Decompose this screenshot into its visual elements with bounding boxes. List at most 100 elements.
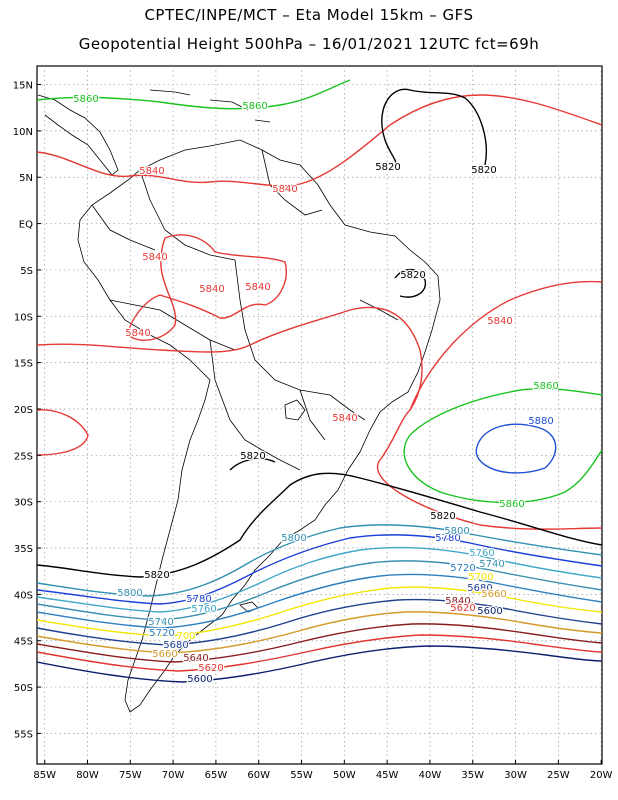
- contour-label: 5720: [450, 563, 475, 574]
- lat-tick-label: 15N: [13, 81, 33, 92]
- contour-label: 5840: [245, 282, 270, 293]
- lat-tick-label: 5N: [19, 173, 33, 184]
- lon-tick-label: 35W: [461, 770, 484, 781]
- contour-label: 5680: [163, 640, 188, 651]
- contour-label: 5740: [148, 617, 173, 628]
- contour-label: 5680: [467, 583, 492, 594]
- contour-label: 5840: [139, 166, 164, 177]
- contour-label: 5820: [240, 451, 265, 462]
- lon-tick-label: 30W: [504, 770, 527, 781]
- contour-label: 5660: [481, 589, 506, 600]
- lon-tick-label: 25W: [547, 770, 570, 781]
- contour-label: 5800: [444, 526, 469, 537]
- lat-tick-label: 20S: [14, 405, 33, 416]
- contour-line: [37, 524, 602, 597]
- contour-line: [37, 534, 602, 605]
- lat-lon-grid: [37, 66, 602, 764]
- contour-line: [403, 387, 602, 504]
- lon-tick-label: 20W: [590, 770, 613, 781]
- contour-line: [37, 79, 351, 110]
- contour-label: 5820: [400, 270, 425, 281]
- contour-label: 5660: [152, 649, 177, 660]
- contour-label: 5800: [281, 533, 306, 544]
- contour-label: 5840: [199, 284, 224, 295]
- contour-line: [37, 306, 602, 530]
- contour-label: 5860: [242, 101, 267, 112]
- lat-tick-label: 55S: [14, 729, 33, 740]
- contour-line: [37, 573, 602, 629]
- contour-label: 5800: [117, 588, 142, 599]
- contour-line: [127, 234, 287, 341]
- figure-title: CPTEC/INPE/MCT – Eta Model 15km – GFS: [144, 6, 474, 24]
- contour-label: 5780: [435, 533, 460, 544]
- contour-label: 5840: [487, 316, 512, 327]
- contour-line: [229, 458, 276, 471]
- contour-line: [409, 280, 602, 411]
- lat-tick-label: 15S: [14, 359, 33, 370]
- lon-tick-label: 65W: [205, 770, 228, 781]
- contour-label: 5880: [528, 416, 553, 427]
- lon-tick-label: 85W: [33, 770, 56, 781]
- contour-line: [37, 598, 602, 646]
- contour-label: 5820: [144, 570, 169, 581]
- contour-label: 5720: [149, 628, 174, 639]
- contour-label: 5840: [125, 328, 150, 339]
- lat-tick-label: 50S: [14, 683, 33, 694]
- contour-label: 5820: [430, 511, 455, 522]
- contour-label: 5820: [471, 165, 496, 176]
- lat-tick-label: 35S: [14, 544, 33, 555]
- lon-tick-label: 80W: [76, 770, 99, 781]
- coastline-borders: [37, 89, 441, 713]
- height-contours: [37, 79, 602, 683]
- contour-label: 5860: [73, 94, 98, 105]
- contour-label: 5640: [183, 653, 208, 664]
- contour-label: 700: [176, 631, 195, 642]
- contour-line: [37, 586, 602, 637]
- lon-tick-label: 60W: [247, 770, 270, 781]
- lon-tick-label: 70W: [162, 770, 185, 781]
- contour-label: 5760: [191, 604, 216, 615]
- contour-line: [37, 645, 602, 683]
- lon-tick-label: 55W: [290, 770, 313, 781]
- lat-tick-label: EQ: [19, 220, 33, 231]
- contour-line: [475, 423, 557, 474]
- contour-label: 5700: [468, 572, 493, 583]
- contour-label: 5840: [142, 252, 167, 263]
- contour-line: [37, 94, 602, 187]
- contour-line: [37, 546, 602, 613]
- lat-tick-label: 30S: [14, 498, 33, 509]
- contour-label: 5600: [187, 674, 212, 685]
- contour-line: [381, 88, 487, 171]
- contour-label: 5620: [198, 663, 223, 674]
- lat-tick-label: 40S: [14, 590, 33, 601]
- contour-label: 5840: [332, 413, 357, 424]
- contour-label: 5860: [533, 381, 558, 392]
- contour-label: 5840: [272, 184, 297, 195]
- contour-label: 5860: [499, 499, 524, 510]
- contour-labels: 5860 5860 5840 5840 5820 5820 5840 5840 5840 5840…: [72, 93, 560, 687]
- lat-tick-label: 45S: [14, 637, 33, 648]
- contour-label: 5620: [450, 603, 475, 614]
- lon-tick-label: 50W: [333, 770, 356, 781]
- lon-tick-label: 40W: [419, 770, 442, 781]
- lon-tick-label: 75W: [119, 770, 142, 781]
- contour-line: [37, 634, 602, 672]
- lat-tick-label: 5S: [20, 266, 33, 277]
- contour-line: [37, 472, 602, 578]
- axis-ticks: 15N 10N 5N EQ 5S 10S 15S 20S 25S 30S 35S 40S 45S 50S 5…: [13, 81, 613, 781]
- lat-tick-label: 10N: [13, 127, 33, 138]
- contour-label: 5840: [332, 413, 357, 424]
- contour-label: 5600: [477, 606, 502, 617]
- figure-subtitle: Geopotential Height 500hPa – 16/01/2021 …: [78, 35, 540, 53]
- contour-line: [37, 611, 602, 654]
- lat-tick-label: 10S: [14, 312, 33, 323]
- contour-label: 5740: [479, 559, 504, 570]
- map-frame: [36, 65, 603, 765]
- contour-label: 5780: [186, 594, 211, 605]
- contour-label: 5840: [445, 596, 470, 607]
- lat-tick-label: 25S: [14, 451, 33, 462]
- lon-tick-label: 45W: [376, 770, 399, 781]
- contour-line: [37, 560, 602, 621]
